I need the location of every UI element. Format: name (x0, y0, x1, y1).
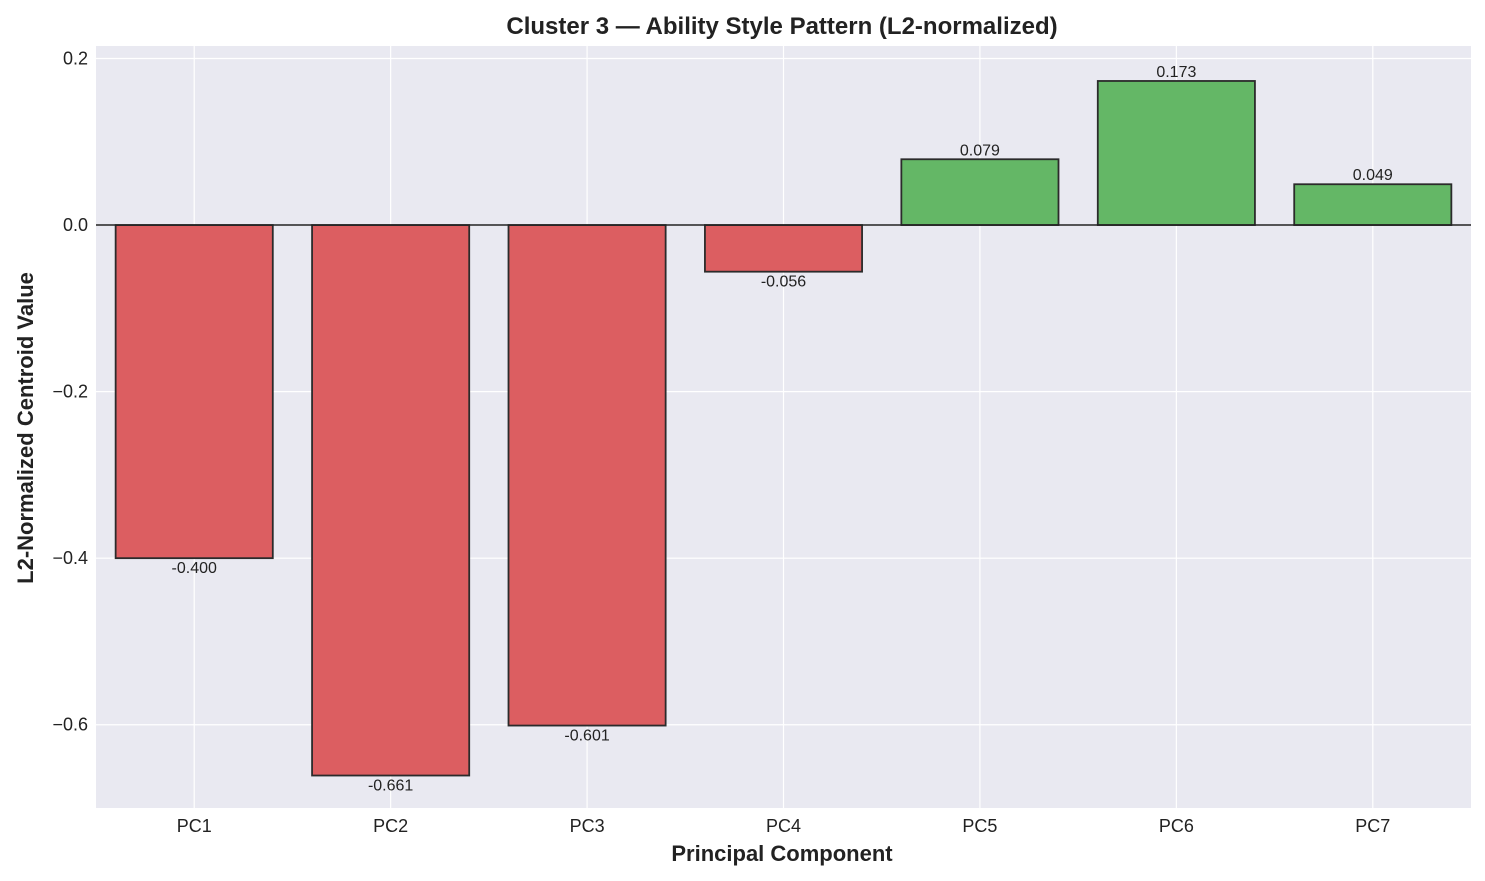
y-tick-label: −0.4 (52, 548, 88, 568)
y-axis-label: L2-Normalized Centroid Value (13, 272, 38, 584)
data-label-pc6: 0.173 (1156, 64, 1196, 81)
bar-pc6 (1096, 80, 1256, 226)
y-tick-label: −0.6 (52, 715, 88, 735)
y-tick-label: −0.2 (52, 382, 88, 402)
bar-pc5 (900, 158, 1060, 226)
bar-pc3 (507, 224, 667, 727)
x-tick-labels: PC1 PC2 PC3 PC4 PC5 PC6 PC7 (177, 816, 1391, 836)
y-tick-label: 0.2 (63, 48, 88, 68)
bar-pc4 (704, 224, 863, 273)
data-label-pc5: 0.079 (960, 142, 1000, 159)
data-label-pc1: -0.400 (172, 560, 217, 577)
x-tick-label: PC5 (962, 816, 997, 836)
chart-title: Cluster 3 — Ability Style Pattern (L2-no… (506, 13, 1057, 40)
bar-pc2 (311, 224, 471, 777)
x-axis-label: Principal Component (671, 841, 893, 866)
bars (114, 80, 1453, 777)
x-tick-label: PC6 (1159, 816, 1194, 836)
data-labels: -0.400 -0.661 -0.601 -0.056 0.079 0.173 0.049 (172, 64, 1393, 795)
data-label-pc3: -0.601 (564, 728, 609, 745)
data-label-pc7: 0.049 (1353, 167, 1393, 184)
bar-pc7 (1293, 183, 1453, 226)
x-tick-label: PC3 (570, 816, 605, 836)
data-label-pc4: -0.056 (761, 274, 806, 291)
x-tick-label: PC1 (177, 816, 212, 836)
y-tick-labels: 0.2 0.0 −0.2 −0.4 −0.6 (52, 48, 88, 734)
bar-pc1 (114, 224, 274, 560)
x-tick-label: PC7 (1355, 816, 1390, 836)
x-tick-label: PC2 (373, 816, 408, 836)
y-tick-label: 0.0 (63, 215, 88, 235)
data-label-pc2: -0.661 (368, 778, 413, 795)
x-tick-label: PC4 (766, 816, 801, 836)
